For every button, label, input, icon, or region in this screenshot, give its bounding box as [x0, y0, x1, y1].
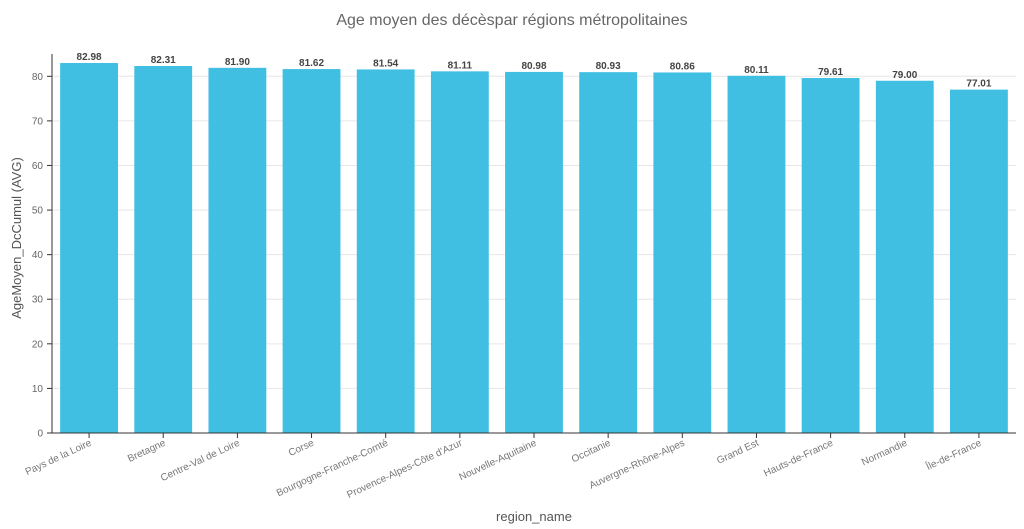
- y-tick-label: 0: [37, 429, 43, 440]
- y-tick-label: 60: [32, 161, 44, 172]
- data-label: 81.62: [299, 58, 324, 69]
- data-label: 79.00: [892, 70, 917, 81]
- bar[interactable]: [430, 71, 489, 434]
- x-tick-label: Hauts-de-France: [762, 438, 835, 480]
- x-tick-label: Corse: [287, 438, 316, 459]
- x-tick-label: Occitanie: [570, 438, 613, 466]
- chart-title: Age moyen des décèspar régions métropoli…: [336, 12, 687, 29]
- y-tick-label: 50: [32, 206, 44, 217]
- data-label: 80.98: [521, 61, 546, 72]
- bar[interactable]: [875, 80, 934, 434]
- bar[interactable]: [134, 65, 193, 433]
- y-axis-label: AgeMoyen_DcCumul (AVG): [9, 157, 24, 319]
- data-label: 80.86: [670, 61, 695, 72]
- bar[interactable]: [801, 78, 860, 434]
- y-axis-ticks: 0 10 20 30 40 50 60 70 80: [32, 72, 52, 440]
- bar[interactable]: [282, 69, 341, 433]
- data-label: 82.98: [77, 52, 102, 63]
- data-label: 79.61: [818, 67, 843, 78]
- data-label: 80.93: [596, 61, 621, 72]
- y-tick-label: 10: [32, 384, 44, 395]
- bar[interactable]: [653, 72, 712, 433]
- y-tick-label: 40: [32, 250, 44, 261]
- data-label: 81.54: [373, 58, 398, 69]
- data-label: 81.90: [225, 57, 250, 68]
- x-tick-label: Île-de-France: [923, 436, 984, 474]
- x-tick-label: Centre-Val de Loire: [159, 438, 242, 484]
- data-labels: 82.98 82.31 81.90 81.62 81.54 81.11 80.98 80.93…: [77, 52, 992, 90]
- x-tick-label: Pays de la Loire: [24, 438, 94, 478]
- bar[interactable]: [579, 72, 638, 434]
- bar[interactable]: [727, 75, 786, 433]
- y-tick-label: 20: [32, 339, 44, 350]
- data-label: 80.11: [744, 65, 769, 76]
- bar[interactable]: [356, 69, 415, 434]
- y-tick-label: 30: [32, 295, 44, 306]
- x-tick-label: Nouvelle-Aquitaine: [458, 438, 539, 484]
- bar[interactable]: [60, 63, 118, 433]
- data-label: 77.01: [966, 79, 991, 90]
- bar[interactable]: [950, 89, 1008, 433]
- bars: [60, 63, 1008, 434]
- x-tick-label: Normandie: [860, 438, 909, 469]
- x-axis-label: region_name: [496, 509, 572, 524]
- data-label: 82.31: [151, 55, 176, 66]
- bar[interactable]: [208, 67, 267, 433]
- y-tick-label: 80: [32, 72, 44, 83]
- x-tick-label: Grand Est: [715, 438, 761, 467]
- x-tick-label: Bretagne: [126, 438, 168, 465]
- y-tick-label: 70: [32, 116, 44, 127]
- data-label: 81.11: [448, 60, 473, 71]
- bar[interactable]: [505, 71, 563, 433]
